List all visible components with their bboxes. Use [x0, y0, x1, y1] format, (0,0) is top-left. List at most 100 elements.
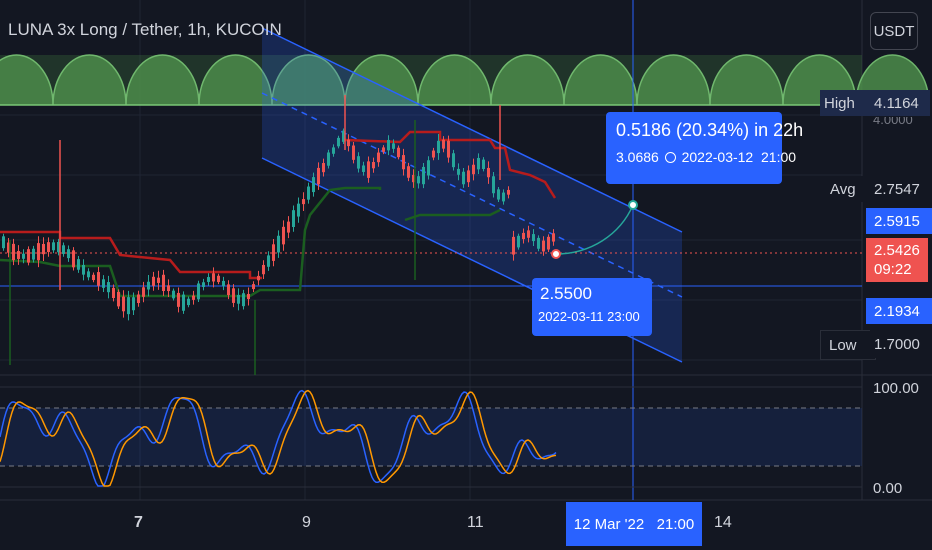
supertrend-green-mid [404, 208, 501, 222]
candle-body [222, 280, 225, 287]
candle-body [492, 176, 495, 194]
candle-body [417, 176, 420, 184]
price-line-tag-upper: 2.5915 [866, 208, 932, 234]
candle-body [337, 137, 340, 147]
candle-body [482, 159, 485, 169]
candle-body [477, 157, 480, 170]
candle-body [542, 240, 545, 252]
time-crosshair-label: 12 Mar '22 21:00 [566, 502, 702, 546]
stoch-d-line [0, 389, 557, 487]
candle-body [12, 243, 15, 261]
symbol-title[interactable]: LUNA 3x Long / Tether, 1h, KUCOIN [8, 20, 282, 39]
candle-body [47, 242, 50, 253]
candle-body [312, 177, 315, 193]
candle-body [442, 139, 445, 149]
candle-body [512, 236, 515, 255]
candle-body [427, 160, 430, 176]
candle-body [242, 293, 245, 307]
candle-body [352, 145, 355, 160]
candle-body [552, 233, 555, 242]
candle-body [282, 226, 285, 245]
time-tick-7: 7 [134, 514, 143, 531]
candle-body [7, 242, 10, 253]
currency-button[interactable]: USDT [870, 12, 918, 50]
candle-body [137, 294, 140, 304]
low-value-tag: 1.7000 [870, 330, 932, 358]
candle-body [392, 143, 395, 149]
candle-body [327, 152, 330, 166]
time-tick-14: 14 [714, 514, 732, 531]
candle-body [37, 243, 40, 261]
candle-body [147, 281, 150, 290]
candle-body [252, 284, 255, 290]
partial-price-tick: 4.0000 [873, 112, 913, 127]
candle-body [467, 170, 470, 183]
candle-body [267, 255, 270, 267]
candle-body [537, 237, 540, 249]
candle-body [207, 277, 210, 282]
candle-body [507, 189, 510, 195]
high-tag: High [820, 90, 872, 116]
projection-callout[interactable]: 0.5186 (20.34%) in 22h 3.0686 2022-03-12… [606, 112, 803, 184]
candle-body [172, 290, 175, 299]
osc-scale-top: 100.00 [873, 380, 919, 397]
candle-body [82, 265, 85, 275]
candle-body [522, 232, 525, 240]
candle-body [287, 221, 290, 233]
low-tag: Low [820, 330, 876, 360]
candle-body [212, 273, 215, 282]
candle-body [22, 253, 25, 259]
candle-body [547, 236, 550, 250]
candle-body [27, 249, 30, 263]
time-tick-11: 11 [467, 514, 484, 531]
last-price-tag: 2.5426 09:22 [866, 238, 928, 282]
candle-body [97, 272, 100, 286]
start-callout[interactable]: 2.5500 2022-03-11 23:00 [532, 278, 652, 336]
candle-body [42, 243, 45, 255]
candle-body [202, 282, 205, 288]
candle-body [502, 192, 505, 202]
candle-body [332, 147, 335, 154]
candle-body [152, 276, 155, 286]
candle-body [227, 284, 230, 296]
start-price: 2.5500 [540, 284, 592, 303]
candle-body [232, 288, 235, 303]
candle-body [162, 274, 165, 291]
cycle-arcs [0, 54, 930, 106]
candle-body [17, 250, 20, 259]
candle-body [397, 147, 400, 158]
candle-body [272, 244, 275, 261]
candle-body [72, 250, 75, 268]
candle-body [362, 165, 365, 172]
candle-body [432, 150, 435, 158]
candle-body [382, 147, 385, 152]
candle-body [237, 294, 240, 304]
candle-body [342, 130, 345, 142]
clock-icon [664, 152, 676, 163]
candle-body [302, 199, 305, 205]
candle-body [177, 292, 180, 307]
candle-body [452, 153, 455, 168]
candle-body [52, 242, 55, 251]
candle-body [62, 245, 65, 254]
candle-body [527, 230, 530, 238]
target-point-marker [628, 200, 638, 210]
candle-body [107, 282, 110, 293]
candle-body [247, 293, 250, 300]
price-line-tag-lower: 2.1934 [866, 298, 932, 324]
candle-body [182, 294, 185, 311]
candle-body [387, 139, 390, 151]
osc-band-fill [0, 408, 862, 466]
candle-body [347, 139, 350, 147]
start-datetime: 2022-03-11 23:00 [538, 309, 640, 324]
bar-countdown: 09:22 [874, 261, 912, 278]
candle-body [497, 189, 500, 200]
candle-body [217, 275, 220, 283]
stoch-k-line [0, 389, 557, 487]
osc-scale-bottom: 0.00 [873, 480, 903, 497]
projection-datetime: 2022-03-12 21:00 [681, 149, 797, 165]
channel-mid [261, 92, 683, 298]
projection-price: 3.0686 [616, 149, 659, 165]
candle-body [402, 155, 405, 170]
